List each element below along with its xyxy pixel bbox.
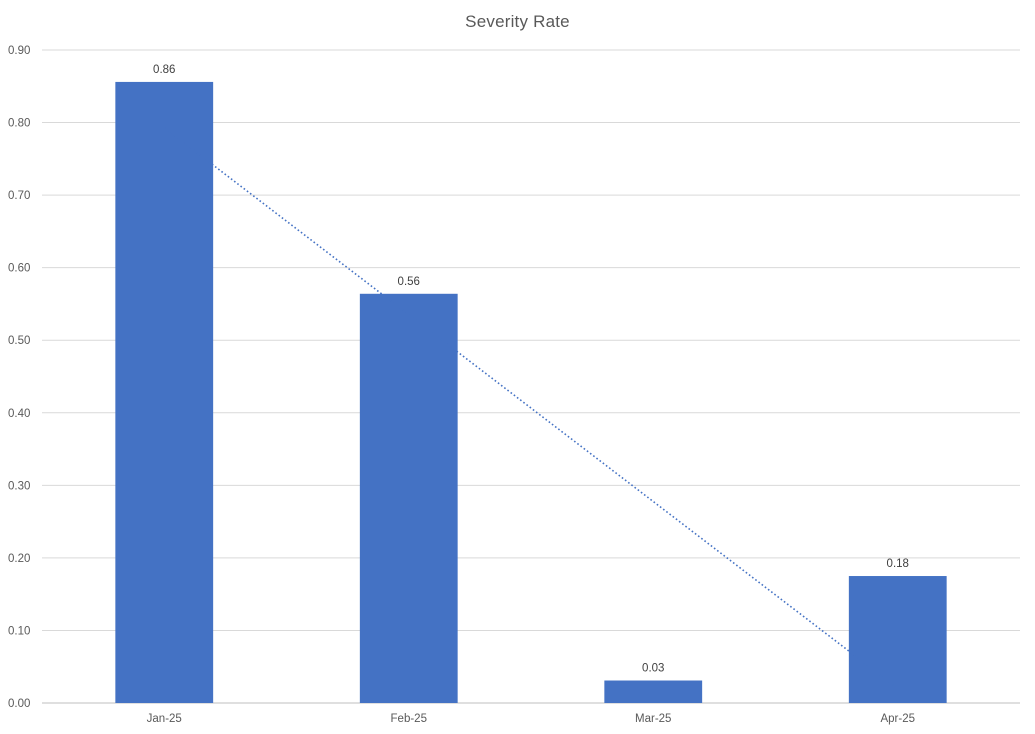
bars xyxy=(115,81,947,704)
y-tick-label: 0.90 xyxy=(8,45,30,57)
y-tick-label: 0.80 xyxy=(8,118,30,130)
y-tick-label: 0.30 xyxy=(8,480,30,492)
y-axis-ticks: 0.00 0.10 0.20 0.30 0.40 0.50 0.60 0.70 0.80 0.90 xyxy=(8,45,30,710)
x-tick-label: Mar-25 xyxy=(635,713,671,725)
bar-apr-25 xyxy=(848,576,947,703)
data-label: 0.56 xyxy=(398,276,420,288)
data-label: 0.86 xyxy=(153,64,175,76)
y-tick-label: 0.20 xyxy=(8,553,30,565)
x-tick-label: Jan-25 xyxy=(147,713,182,725)
bar-jan-25 xyxy=(115,81,214,704)
y-tick-label: 0.10 xyxy=(8,625,30,637)
y-tick-label: 0.00 xyxy=(8,698,30,710)
data-label: 0.03 xyxy=(642,663,664,675)
data-labels: 0.86 0.56 0.03 0.18 xyxy=(153,64,909,675)
x-axis-ticks: Jan-25 Feb-25 Mar-25 Apr-25 xyxy=(147,713,915,725)
trendline-path xyxy=(163,127,899,690)
bar-mar-25 xyxy=(604,680,703,703)
y-tick-label: 0.60 xyxy=(8,263,30,275)
data-label: 0.18 xyxy=(887,558,909,570)
y-tick-label: 0.50 xyxy=(8,335,30,347)
bar-feb-25 xyxy=(359,293,458,703)
x-tick-label: Apr-25 xyxy=(880,713,915,725)
y-tick-label: 0.40 xyxy=(8,408,30,420)
y-tick-label: 0.70 xyxy=(8,190,30,202)
trendline xyxy=(163,127,899,690)
chart-title: Severity Rate xyxy=(465,12,570,31)
x-tick-label: Feb-25 xyxy=(391,713,427,725)
